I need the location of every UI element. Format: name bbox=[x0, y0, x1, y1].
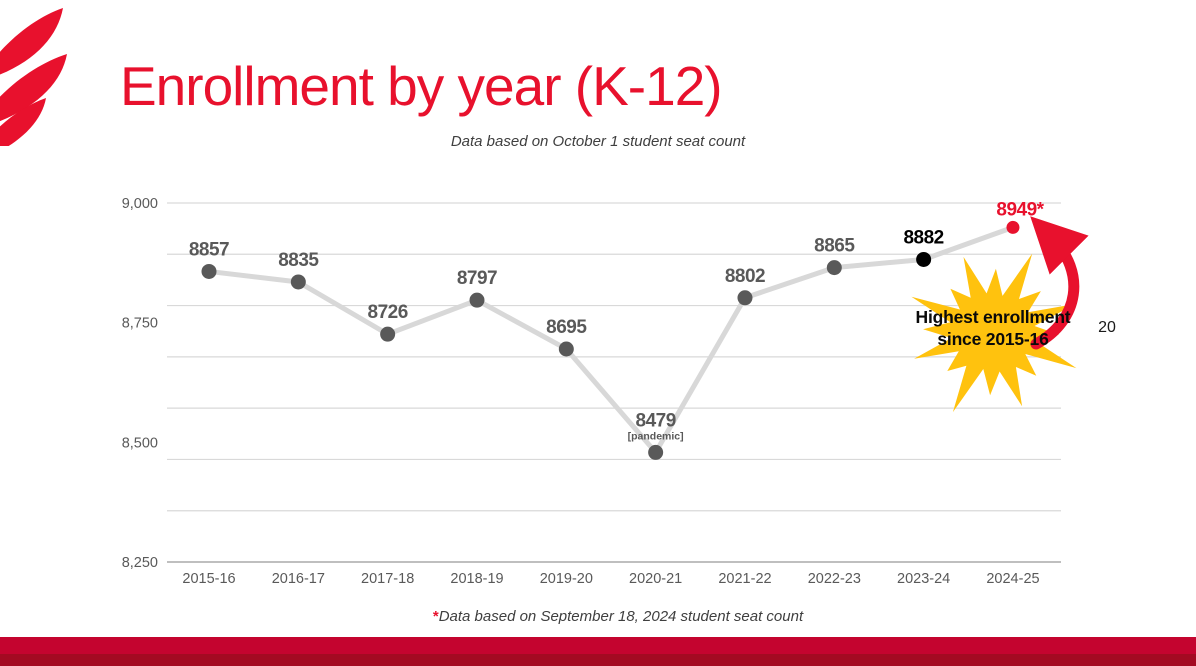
data-point-label: 8949* bbox=[996, 199, 1044, 220]
x-axis-tick-label: 2019-20 bbox=[540, 571, 593, 587]
data-point-sublabel: [pandemic] bbox=[628, 430, 684, 442]
data-point-2023-24 bbox=[916, 251, 932, 267]
callout-line2: since 2015-16 bbox=[937, 328, 1049, 349]
x-axis-tick-label: 2023-24 bbox=[897, 571, 950, 587]
data-point-2021-22 bbox=[737, 290, 753, 306]
data-point-label: 8835 bbox=[278, 250, 319, 271]
x-axis-tick-label: 2021-22 bbox=[718, 571, 771, 587]
data-point-label: 8695 bbox=[546, 317, 587, 338]
data-point-label: 8479 bbox=[636, 410, 676, 431]
data-point-label: 8857 bbox=[189, 239, 229, 260]
data-point-label: 8865 bbox=[814, 236, 855, 257]
data-point-2017-18 bbox=[380, 326, 396, 342]
data-point-2020-21 bbox=[648, 444, 664, 460]
data-point-2019-20 bbox=[558, 341, 574, 357]
chart-subtitle: Data based on October 1 student seat cou… bbox=[450, 133, 746, 150]
red-arrow-icon bbox=[1030, 216, 1089, 350]
x-axis-tick-label: 2020-21 bbox=[629, 571, 682, 587]
y-axis-tick-label: 8,750 bbox=[122, 316, 158, 332]
x-axis-tick-label: 2017-18 bbox=[361, 571, 414, 587]
data-point-2022-23 bbox=[826, 260, 842, 276]
data-point-2018-19 bbox=[469, 292, 485, 308]
footnote: *Data based on September 18, 2024 studen… bbox=[0, 608, 1196, 625]
footer-red-band bbox=[0, 637, 1196, 654]
footnote-text: Data based on September 18, 2024 student… bbox=[438, 608, 804, 625]
data-point-2024-25 bbox=[1006, 220, 1020, 234]
y-axis-tick-label: 9,000 bbox=[122, 196, 158, 212]
footnote-asterisk: * bbox=[432, 608, 439, 625]
x-axis-tick-label: 2024-25 bbox=[986, 571, 1039, 587]
starburst-shape bbox=[911, 253, 1077, 413]
highest-enrollment-callout: Highest enrollment since 2015-16 bbox=[883, 307, 1103, 351]
slide-title: Enrollment by year (K-12) bbox=[120, 55, 723, 117]
data-point-2016-17 bbox=[290, 274, 306, 290]
x-axis-tick-label: 2022-23 bbox=[808, 571, 861, 587]
page-number: 20 bbox=[1098, 319, 1116, 336]
data-point-label: 8726 bbox=[368, 302, 408, 323]
data-point-label: 8802 bbox=[725, 266, 765, 287]
data-point-label: 8797 bbox=[457, 268, 497, 289]
x-axis-tick-label: 2015-16 bbox=[182, 571, 235, 587]
y-axis-tick-label: 8,500 bbox=[122, 435, 158, 451]
footer-dark-red-band bbox=[0, 654, 1196, 666]
x-axis-tick-label: 2016-17 bbox=[272, 571, 325, 587]
enrollment-series-line bbox=[206, 224, 1016, 455]
data-point-label: 8882 bbox=[903, 227, 943, 248]
data-point-2015-16 bbox=[201, 263, 217, 279]
wing-logo-icon bbox=[0, 8, 67, 146]
y-axis-tick-label: 8,250 bbox=[122, 555, 158, 571]
callout-line1: Highest enrollment bbox=[915, 307, 1071, 327]
x-axis-tick-label: 2018-19 bbox=[450, 571, 503, 587]
